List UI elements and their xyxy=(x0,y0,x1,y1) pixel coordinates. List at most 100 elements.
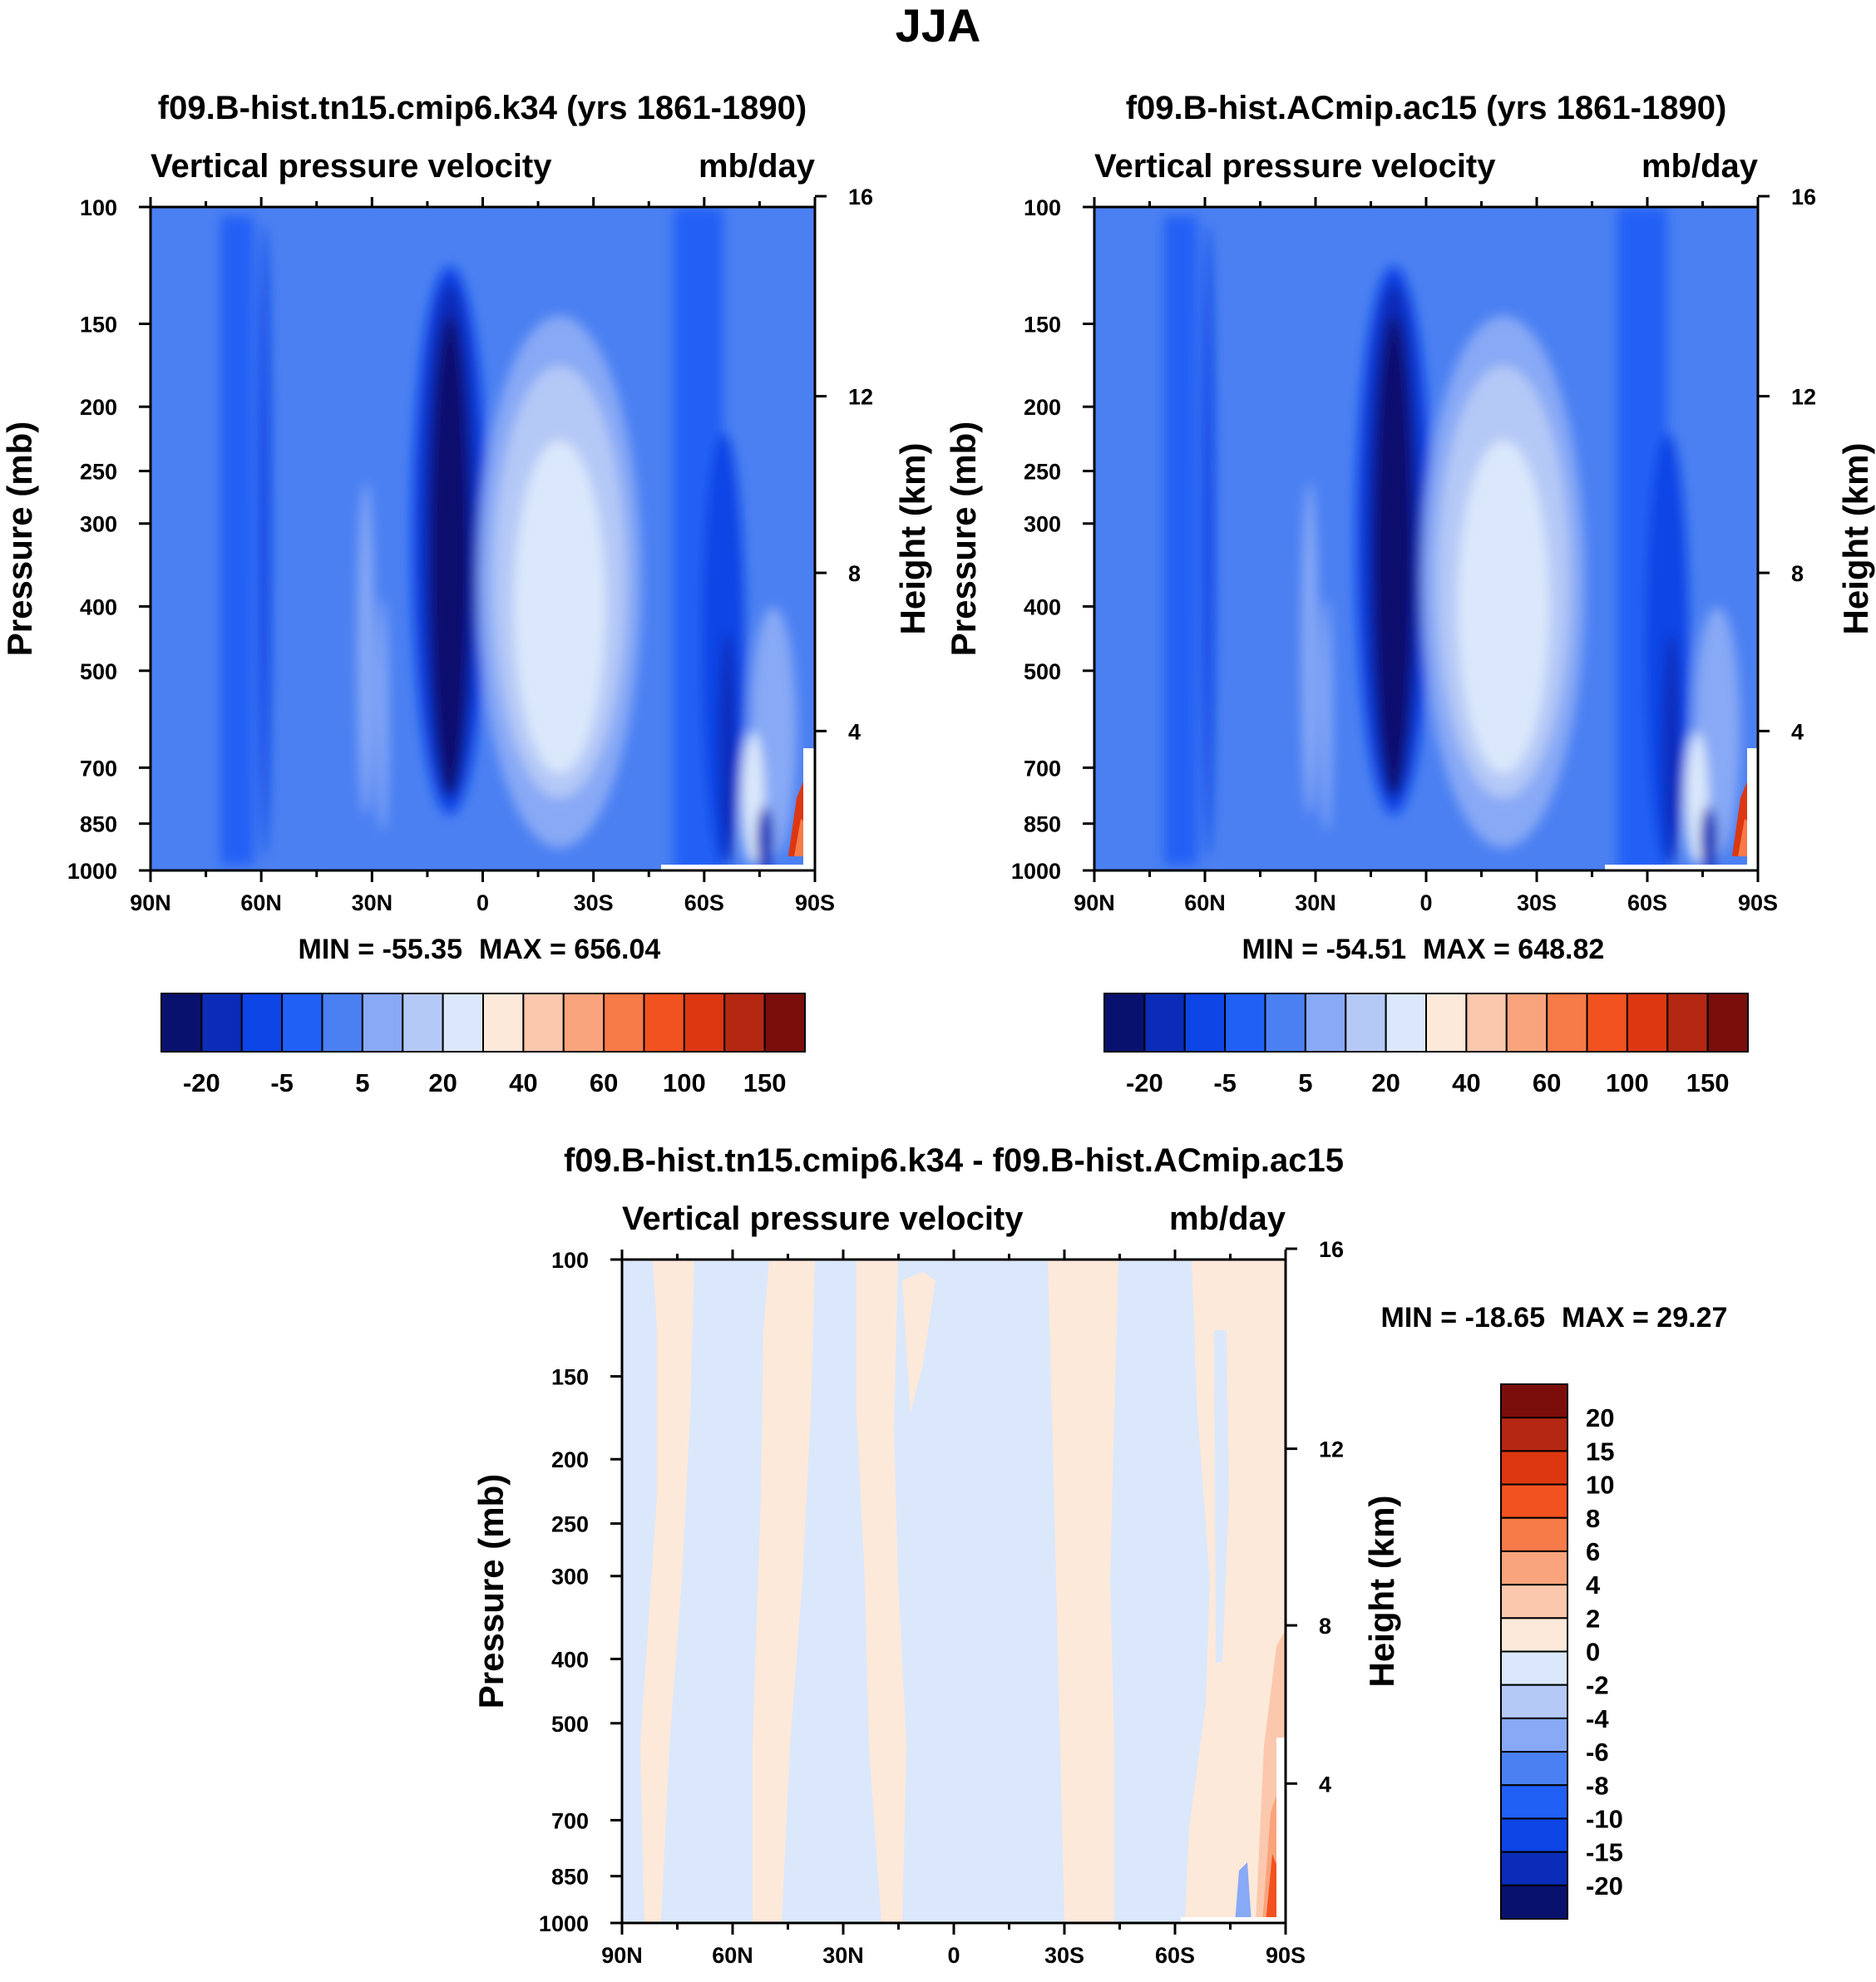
field-surface-mask-bottom xyxy=(1605,865,1758,870)
x-tick-label: 30N xyxy=(822,1943,864,1968)
colorbar-swatch xyxy=(1666,993,1709,1053)
field-descent-strip-1 xyxy=(259,224,270,856)
x-tick-label: 30S xyxy=(574,890,614,915)
colorbar-label: -20 xyxy=(1126,1068,1163,1097)
colorbar-label: 0 xyxy=(1586,1638,1600,1667)
colorbar-swatch xyxy=(763,993,806,1053)
colorbar-label: 20 xyxy=(428,1068,457,1097)
colorbar-swatch xyxy=(1264,993,1306,1053)
x-tick-label: 60S xyxy=(1155,1943,1195,1968)
y-tick-label: 250 xyxy=(1024,460,1061,485)
colorbar-swatch xyxy=(1183,993,1227,1053)
field-background xyxy=(622,1260,1286,1923)
y2-tick-label: 4 xyxy=(848,719,861,744)
colorbar-swatch xyxy=(562,993,605,1053)
colorbar-swatch xyxy=(1425,993,1468,1053)
colorbar-label: -20 xyxy=(1586,1871,1623,1901)
panel-a-title: f09.B-hist.tn15.cmip6.k34 (yrs 1861-1890… xyxy=(158,90,807,126)
colorbar-swatch xyxy=(160,993,203,1053)
panel-diff-max: MAX = 29.27 xyxy=(1562,1302,1727,1334)
figure-title: JJA xyxy=(896,0,981,52)
y-tick-label: 250 xyxy=(551,1512,589,1537)
field-positive-band-2 xyxy=(753,1260,815,1923)
field-positive-band-4 xyxy=(902,1272,936,1413)
y-tick-label: 850 xyxy=(80,812,117,837)
colorbar-label: 20 xyxy=(1586,1403,1614,1432)
y2-tick-label: 12 xyxy=(848,385,873,410)
y-tick-label: 850 xyxy=(1024,812,1061,837)
x-tick-label: 60S xyxy=(1627,890,1667,915)
colorbar-swatch xyxy=(402,993,444,1053)
y-tick-label: 500 xyxy=(80,659,117,684)
field-surface-mask xyxy=(1747,748,1758,870)
panel-b-min: MIN = -54.51 xyxy=(1242,934,1406,965)
panel-a-ylabel: Pressure (mb) xyxy=(0,422,39,656)
colorbar-label: -10 xyxy=(1586,1804,1623,1833)
field-negative-streak-1 xyxy=(1214,1330,1229,1663)
colorbar-label: -8 xyxy=(1586,1771,1609,1800)
panel-a-min: MIN = -55.35 xyxy=(299,934,462,965)
x-tick-label: 30S xyxy=(1044,1943,1084,1968)
y-tick-label: 400 xyxy=(1024,594,1061,619)
colorbar-swatch xyxy=(1586,993,1628,1053)
y-tick-label: 500 xyxy=(551,1712,589,1737)
field-light-streak-1 xyxy=(1301,482,1318,815)
x-tick-label: 30N xyxy=(352,890,393,915)
y-tick-label: 400 xyxy=(551,1647,589,1672)
colorbar-swatch xyxy=(1500,1684,1568,1719)
field-positive-band-5 xyxy=(1048,1260,1118,1923)
colorbar-swatch xyxy=(1706,993,1749,1053)
y-tick-label: 150 xyxy=(80,313,117,338)
x-tick-label: 90N xyxy=(130,890,171,915)
panel-b: f09.B-hist.ACmip.ac15 (yrs 1861-1890) Ve… xyxy=(944,90,1875,1097)
field-negative-surface xyxy=(1235,1862,1251,1923)
colorbar-swatch xyxy=(1345,993,1387,1053)
x-tick-label: 60N xyxy=(712,1943,753,1968)
colorbar-label: -5 xyxy=(270,1068,294,1097)
colorbar-label: -5 xyxy=(1213,1068,1237,1097)
panel-b-units: mb/day xyxy=(1642,148,1759,185)
field-positive-polar xyxy=(1185,1260,1286,1923)
y-tick-label: 700 xyxy=(551,1808,589,1833)
colorbar-swatch xyxy=(1500,1550,1568,1586)
colorbar-label: 8 xyxy=(1586,1504,1600,1533)
colorbar-swatch xyxy=(1626,993,1669,1053)
colorbar-swatch xyxy=(1500,1784,1568,1820)
field-storm-track-core xyxy=(719,632,736,865)
y2-tick-label: 12 xyxy=(1319,1437,1344,1462)
colorbar-swatch xyxy=(1385,993,1427,1053)
colorbar-swatch xyxy=(1500,1650,1568,1686)
colorbar-swatch xyxy=(1500,1483,1568,1519)
colorbar-label: -15 xyxy=(1586,1838,1623,1867)
panel-diff-title: f09.B-hist.tn15.cmip6.k34 - f09.B-hist.A… xyxy=(564,1142,1344,1179)
colorbar-label: 4 xyxy=(1586,1570,1601,1600)
colorbar-swatch xyxy=(281,993,323,1053)
panel-b-field xyxy=(1094,207,1758,870)
x-tick-label: 90N xyxy=(601,1943,643,1968)
y-tick-label: 300 xyxy=(80,512,117,537)
panel-diff-min: MIN = -18.65 xyxy=(1381,1302,1545,1334)
colorbar-swatch xyxy=(1500,1584,1568,1620)
y2-tick-label: 16 xyxy=(1791,185,1816,210)
field-darker-band-left xyxy=(220,216,254,865)
y2-tick-label: 4 xyxy=(1791,719,1804,744)
panel-b-title: f09.B-hist.ACmip.ac15 (yrs 1861-1890) xyxy=(1126,90,1727,126)
y-tick-label: 200 xyxy=(551,1447,589,1472)
colorbar-swatch xyxy=(1500,1717,1568,1753)
y-tick-label: 1000 xyxy=(539,1911,589,1936)
panel-b-variable: Vertical pressure velocity xyxy=(1094,148,1496,185)
x-tick-label: 0 xyxy=(1419,890,1432,915)
x-tick-label: 30N xyxy=(1295,890,1336,915)
colorbar-swatch xyxy=(200,993,243,1053)
y-tick-label: 100 xyxy=(551,1248,589,1273)
colorbar-swatch xyxy=(1500,1516,1568,1552)
colorbar-swatch xyxy=(482,993,525,1053)
y-tick-label: 400 xyxy=(80,594,117,619)
field-subtropical-l3 xyxy=(514,441,605,773)
x-tick-label: 0 xyxy=(476,890,489,915)
y-tick-label: 1000 xyxy=(1011,859,1061,884)
field-descent-strip-1 xyxy=(1202,224,1214,856)
field-subtropical-l3 xyxy=(1458,441,1549,773)
